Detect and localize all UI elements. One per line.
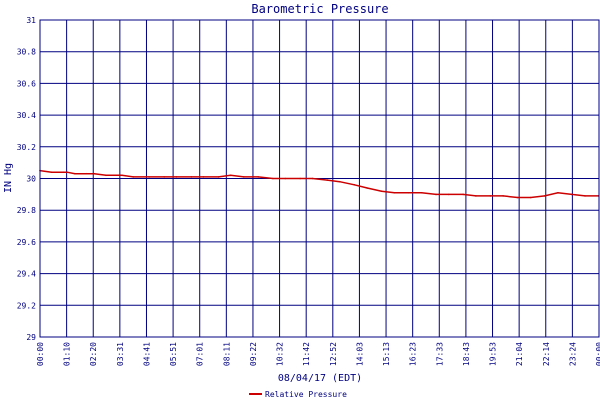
data-point: [163, 176, 165, 178]
chart-title: Barometric Pressure: [251, 2, 388, 16]
data-point: [502, 195, 504, 197]
data-point: [243, 176, 245, 178]
y-tick-label: 29: [26, 333, 36, 342]
x-tick-label: 02:20: [89, 342, 98, 366]
y-tick-label: 29.2: [17, 301, 36, 310]
data-point: [175, 176, 178, 178]
x-tick-label: 17:33: [435, 342, 444, 366]
plot-frame: [39, 19, 600, 338]
data-point: [299, 177, 301, 180]
data-point: [380, 190, 383, 192]
legend-label: Relative Pressure: [265, 390, 347, 399]
data-point: [353, 184, 356, 186]
x-tick-label: 19:53: [489, 342, 498, 366]
x-tick-label: 07:01: [196, 342, 205, 366]
data-point: [366, 187, 369, 189]
data-point: [272, 177, 274, 180]
data-point: [571, 193, 573, 196]
x-tick-label: 11:42: [302, 342, 311, 366]
data-point: [408, 192, 410, 194]
x-tick-label: 14:03: [355, 342, 364, 366]
data-point: [257, 176, 260, 178]
data-point: [190, 176, 193, 178]
y-tick-label: 30.2: [17, 143, 36, 152]
data-point: [229, 174, 232, 177]
data-point: [489, 195, 492, 197]
x-tick-label: 08:11: [222, 342, 231, 366]
data-point: [311, 177, 314, 180]
data-point: [543, 195, 546, 197]
y-tick-label: 30.6: [17, 79, 36, 88]
x-tick-labels: 00:00 01:10 02:20 03:31 04:41 05:51 07:01 08:11…: [36, 342, 600, 366]
x-tick-label: 21:04: [515, 342, 524, 366]
x-tick-label: 05:51: [169, 342, 178, 366]
data-point: [217, 176, 220, 178]
data-point: [284, 177, 287, 180]
y-tick-labels: 29 29.2 29.4 29.6 29.8 30 30.2 30.4 30.6 30.8 31: [17, 16, 36, 342]
y-tick-label: 31: [26, 16, 36, 25]
y-tick-label: 29.4: [17, 270, 36, 279]
x-tick-label: 15:13: [382, 342, 391, 366]
x-tick-label: 23:24: [568, 342, 577, 366]
y-axis-label: IN Hg: [3, 163, 14, 193]
data-point: [132, 176, 134, 178]
x-tick-label: 04:41: [142, 342, 151, 366]
x-tick-label: 12:52: [329, 342, 338, 366]
y-tick-label: 29.6: [17, 238, 36, 247]
y-tick-label: 30: [26, 175, 36, 184]
x-tick-label: 03:31: [116, 342, 125, 366]
data-point: [393, 192, 396, 194]
data-point: [62, 171, 65, 173]
x-tick-label: 22:14: [542, 342, 551, 366]
data-point: [557, 192, 559, 194]
data-point: [448, 193, 450, 196]
data-point: [516, 196, 519, 199]
legend: Relative Pressure: [249, 390, 347, 399]
data-point: [529, 196, 532, 199]
data-point: [93, 172, 96, 175]
data-point: [462, 193, 464, 196]
data-point: [74, 172, 76, 175]
y-tick-label: 30.8: [17, 48, 36, 57]
y-tick-label: 30.4: [17, 111, 36, 120]
x-tick-label: 00:00: [36, 342, 45, 366]
data-point: [85, 172, 88, 175]
data-point: [105, 174, 107, 177]
data-point: [420, 192, 423, 194]
x-axis-label: 08/04/17 (EDT): [278, 373, 362, 384]
data-point: [338, 180, 341, 183]
data-point: [435, 193, 437, 196]
y-tick-label: 29.8: [17, 206, 36, 215]
data-point: [584, 195, 586, 197]
series-line-relative-pressure: [39, 169, 599, 199]
data-point: [326, 179, 329, 181]
data-point: [66, 171, 68, 173]
data-point: [50, 171, 53, 173]
x-tick-label: 18:43: [462, 342, 471, 366]
x-tick-label: 00:00: [595, 342, 600, 366]
data-point: [202, 176, 205, 178]
x-tick-label: 16:23: [409, 342, 418, 366]
x-tick-label: 01:10: [63, 342, 72, 366]
data-point: [148, 176, 150, 178]
series-layer: [39, 169, 600, 199]
data-point: [121, 174, 123, 177]
x-tick-label: 10:32: [276, 342, 285, 366]
data-point: [475, 195, 477, 197]
x-tick-label: 09:22: [249, 342, 258, 366]
